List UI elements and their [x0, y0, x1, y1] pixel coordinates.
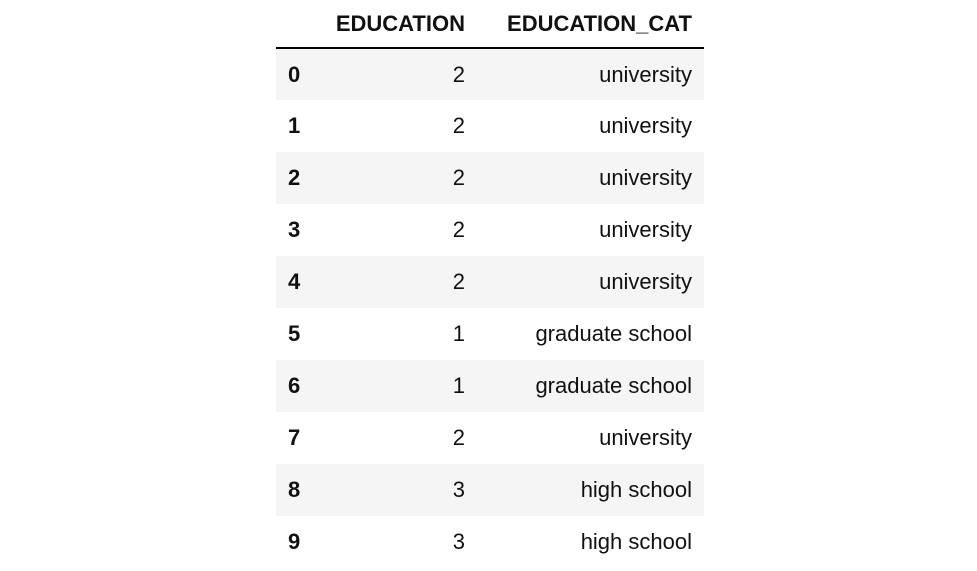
dataframe-output: EDUCATION EDUCATION_CAT 0 2 university 1… [276, 0, 704, 568]
cell-education-cat: graduate school [535, 373, 692, 398]
table-row: 9 3 high school [276, 516, 704, 568]
cell-education: 2 [452, 425, 465, 450]
row-index: 4 [288, 269, 301, 294]
header-row: EDUCATION EDUCATION_CAT [276, 0, 704, 48]
table-row: 5 1 graduate school [276, 308, 704, 360]
cell-education: 2 [452, 217, 465, 242]
row-index: 6 [288, 373, 301, 398]
cell-education: 3 [452, 529, 465, 554]
table-row: 2 2 university [276, 152, 704, 204]
column-header-education: EDUCATION [335, 10, 465, 36]
cell-education-cat: university [599, 165, 692, 190]
cell-education: 1 [452, 321, 465, 346]
row-index: 7 [288, 425, 301, 450]
table-body: 0 2 university 1 2 university 2 2 univer… [276, 48, 704, 568]
table-row: 7 2 university [276, 412, 704, 464]
row-index: 5 [288, 321, 301, 346]
cell-education-cat: university [599, 61, 692, 87]
cell-education: 2 [452, 61, 465, 87]
row-index: 1 [288, 113, 301, 138]
cell-education-cat: high school [580, 529, 692, 554]
table-row: 6 1 graduate school [276, 360, 704, 412]
cell-education: 2 [452, 113, 465, 138]
cell-education-cat: university [599, 425, 692, 450]
cell-education-cat: high school [580, 477, 692, 502]
table-header: EDUCATION EDUCATION_CAT [276, 0, 704, 48]
cell-education: 1 [452, 373, 465, 398]
cell-education: 2 [452, 165, 465, 190]
table-row: 3 2 university [276, 204, 704, 256]
row-index: 3 [288, 217, 301, 242]
cell-education: 2 [452, 269, 465, 294]
table-row: 1 2 university [276, 100, 704, 152]
cell-education-cat: graduate school [535, 321, 692, 346]
cell-education-cat: university [599, 269, 692, 294]
index-header [276, 0, 316, 48]
cell-education: 3 [452, 477, 465, 502]
row-index: 2 [288, 165, 301, 190]
table-row: 8 3 high school [276, 464, 704, 516]
table-row: 0 2 university [276, 48, 704, 100]
cell-education-cat: university [599, 113, 692, 138]
table-row: 4 2 university [276, 256, 704, 308]
column-header-education-cat: EDUCATION_CAT [507, 10, 692, 36]
row-index: 8 [288, 477, 301, 502]
row-index: 0 [288, 61, 301, 87]
cell-education-cat: university [599, 217, 692, 242]
dataframe-table: EDUCATION EDUCATION_CAT 0 2 university 1… [276, 0, 704, 568]
row-index: 9 [288, 529, 301, 554]
